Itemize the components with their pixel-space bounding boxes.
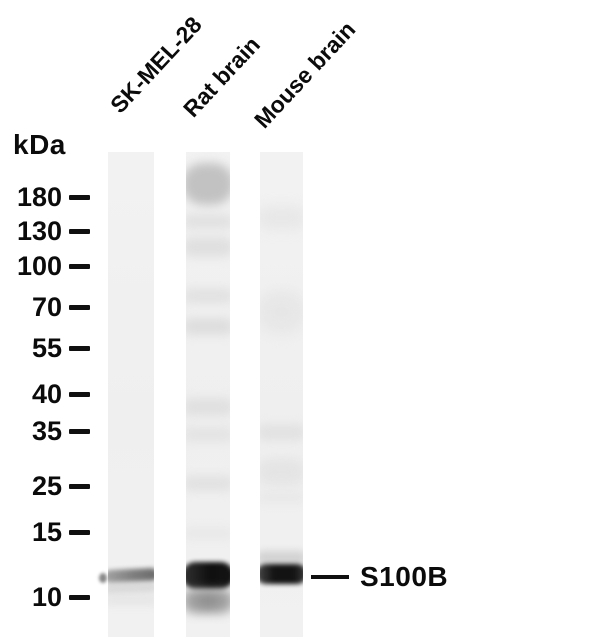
marker-tick-15 xyxy=(69,530,90,535)
protein-band xyxy=(260,564,303,584)
marker-label-10: 10 xyxy=(31,582,62,612)
protein-band xyxy=(260,206,303,230)
protein-band xyxy=(186,476,230,491)
band-annotation-line xyxy=(311,575,349,579)
lane-label-mouse-brain: Mouse brain xyxy=(248,16,361,133)
marker-label-70: 70 xyxy=(31,292,62,322)
kda-unit-label: kDa xyxy=(13,129,66,160)
marker-tick-180 xyxy=(69,195,90,200)
marker-tick-35 xyxy=(69,429,90,434)
marker-tick-55 xyxy=(69,346,90,351)
protein-band xyxy=(108,567,154,584)
marker-label-100: 100 xyxy=(16,251,62,281)
marker-tick-130 xyxy=(69,229,90,234)
lane-sk-mel-28 xyxy=(108,152,154,637)
protein-band xyxy=(186,288,230,304)
marker-tick-40 xyxy=(69,392,90,397)
protein-band xyxy=(260,458,303,486)
marker-label-40: 40 xyxy=(31,379,62,409)
protein-band xyxy=(108,582,154,594)
marker-label-55: 55 xyxy=(31,333,62,363)
protein-band xyxy=(186,163,230,205)
protein-band xyxy=(108,596,154,605)
marker-tick-10 xyxy=(69,595,90,600)
band-annotation-label: S100B xyxy=(360,561,449,592)
marker-label-35: 35 xyxy=(31,416,62,446)
lane-rat-brain xyxy=(186,152,230,637)
blot-speck xyxy=(99,573,107,583)
lane-mouse-brain xyxy=(260,152,303,637)
protein-band xyxy=(186,318,230,335)
protein-band xyxy=(186,562,230,589)
marker-label-15: 15 xyxy=(31,517,62,547)
protein-band xyxy=(260,290,303,334)
marker-tick-25 xyxy=(69,484,90,489)
protein-band xyxy=(186,589,230,613)
protein-band xyxy=(186,214,230,229)
marker-tick-100 xyxy=(69,264,90,269)
marker-label-25: 25 xyxy=(31,471,62,501)
protein-band xyxy=(260,551,303,565)
marker-label-180: 180 xyxy=(16,182,62,212)
protein-band xyxy=(260,492,303,503)
marker-label-130: 130 xyxy=(16,216,62,246)
protein-band xyxy=(260,424,303,441)
protein-band xyxy=(186,528,230,539)
protein-band xyxy=(186,237,230,257)
protein-band xyxy=(186,427,230,442)
protein-band xyxy=(186,398,230,416)
marker-tick-70 xyxy=(69,305,90,310)
